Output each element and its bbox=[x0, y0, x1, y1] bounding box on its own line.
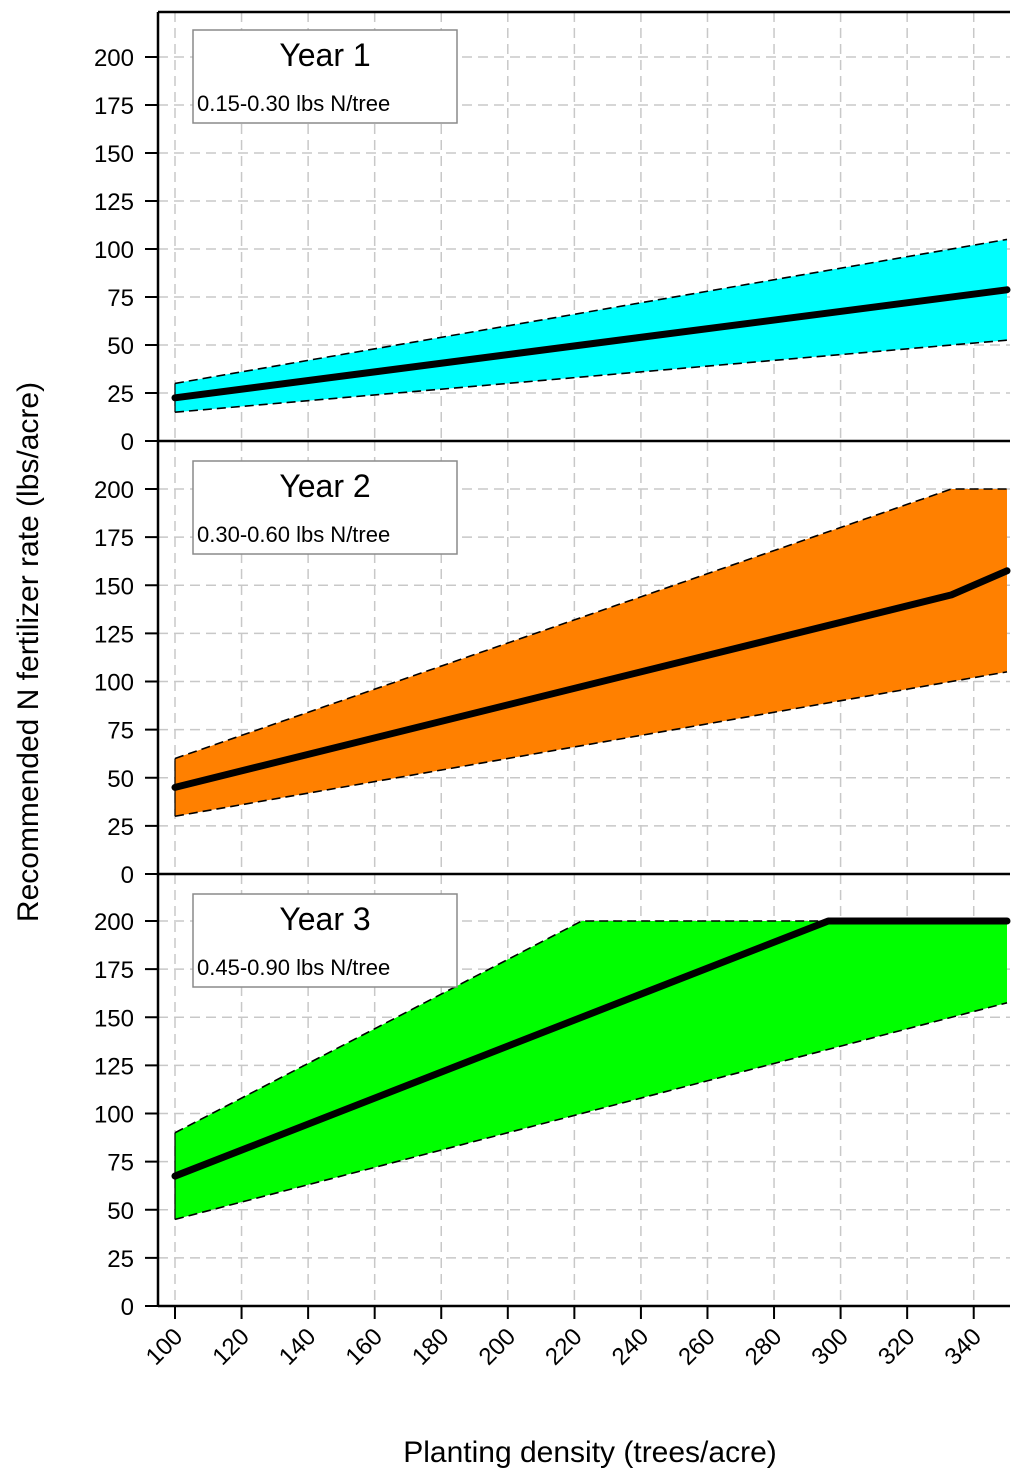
panel-subtitle: 0.15-0.30 lbs N/tree bbox=[197, 91, 390, 116]
y-tick-label: 175 bbox=[94, 525, 134, 552]
range-band bbox=[175, 239, 1007, 413]
x-tick-label: 280 bbox=[740, 1323, 787, 1370]
y-tick-label: 150 bbox=[94, 1005, 134, 1032]
panel-subtitle: 0.45-0.90 lbs N/tree bbox=[197, 955, 390, 980]
y-tick-label: 75 bbox=[107, 718, 134, 745]
panel-subtitle: 0.30-0.60 lbs N/tree bbox=[197, 522, 390, 547]
frame-layer bbox=[156, 10, 1010, 1308]
upper-bound-line bbox=[174, 238, 1008, 385]
panel-title: Year 3 bbox=[279, 901, 370, 937]
y-tick-label: 0 bbox=[121, 429, 134, 456]
y-tick-label: 175 bbox=[94, 93, 134, 120]
x-tick-label: 100 bbox=[141, 1323, 188, 1370]
x-tick-label: 220 bbox=[540, 1323, 587, 1370]
y-tick-label: 25 bbox=[107, 381, 134, 408]
y-axis-title: Recommended N fertilizer rate (lbs/acre) bbox=[12, 382, 45, 922]
x-tick-label: 180 bbox=[407, 1323, 454, 1370]
x-tick-label: 320 bbox=[873, 1323, 920, 1370]
lower-bound-line bbox=[174, 1002, 1008, 1221]
y-tick-label: 100 bbox=[94, 1102, 134, 1129]
mean-line bbox=[171, 286, 1011, 402]
x-tick-label: 140 bbox=[274, 1323, 321, 1370]
y-tick-label: 0 bbox=[121, 862, 134, 889]
y-tick-label: 100 bbox=[94, 670, 134, 697]
mean-line bbox=[171, 917, 1011, 1180]
y-tick-label: 200 bbox=[94, 45, 134, 72]
y-tick-label: 50 bbox=[107, 1198, 134, 1225]
legend-box bbox=[192, 29, 458, 124]
y-tick-label: 125 bbox=[94, 189, 134, 216]
upper-bound-line bbox=[174, 488, 1007, 760]
y-tick-label: 125 bbox=[94, 621, 134, 648]
x-tick-label: 200 bbox=[474, 1323, 521, 1370]
y-tick-label: 175 bbox=[94, 957, 134, 984]
y-tick-label: 100 bbox=[94, 237, 134, 264]
x-tick-label: 160 bbox=[341, 1323, 388, 1370]
x-tick-label: 300 bbox=[806, 1323, 853, 1370]
legend-layer: Year 1 0.15-0.30 lbs N/tree Year 2 0.30-0.6… bbox=[192, 29, 458, 988]
legend-box bbox=[192, 893, 458, 988]
y-tick-label: 200 bbox=[94, 909, 134, 936]
x-axis-title: Planting density (trees/acre) bbox=[403, 1436, 777, 1469]
panel-title: Year 2 bbox=[279, 468, 370, 504]
y-tick-label: 150 bbox=[94, 573, 134, 600]
x-tick-label: 340 bbox=[940, 1323, 987, 1370]
y-tick-label: 125 bbox=[94, 1053, 134, 1080]
x-tick-label: 260 bbox=[673, 1323, 720, 1370]
y-tick-label: 50 bbox=[107, 333, 134, 360]
y-tick-label: 25 bbox=[107, 1246, 134, 1273]
y-tick-label: 75 bbox=[107, 1150, 134, 1177]
mean-line bbox=[171, 567, 1011, 791]
series-layer bbox=[171, 238, 1011, 1221]
y-tick-label: 75 bbox=[107, 285, 134, 312]
x-tick-label: 240 bbox=[607, 1323, 654, 1370]
upper-bound-line bbox=[174, 920, 1007, 1134]
lower-bound-line bbox=[174, 671, 1008, 818]
panel-title: Year 1 bbox=[279, 37, 370, 73]
legend-box bbox=[192, 460, 458, 555]
y-tick-label: 25 bbox=[107, 814, 134, 841]
y-tick-label: 150 bbox=[94, 141, 134, 168]
y-tick-label: 50 bbox=[107, 766, 134, 793]
y-tick-label: 0 bbox=[121, 1294, 134, 1321]
y-tick-label: 200 bbox=[94, 477, 134, 504]
x-tick-label: 120 bbox=[207, 1323, 254, 1370]
range-band bbox=[175, 921, 1007, 1220]
